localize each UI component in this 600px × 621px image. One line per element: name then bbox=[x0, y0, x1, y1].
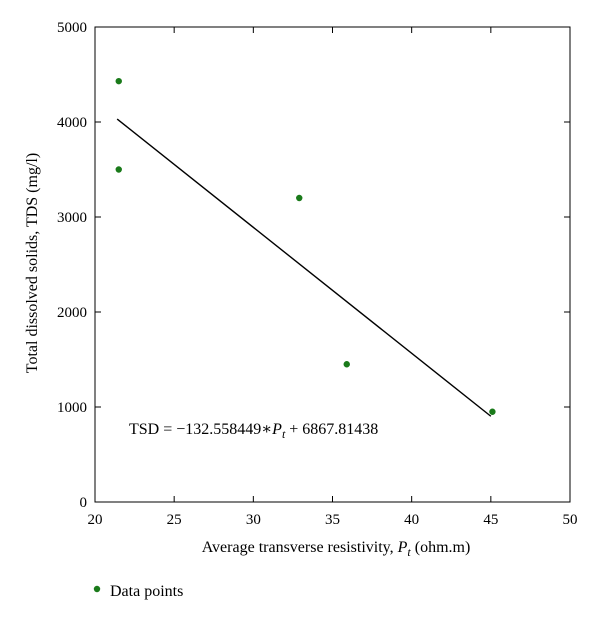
x-tick-label: 45 bbox=[483, 512, 498, 528]
fit-line-group bbox=[116, 118, 492, 417]
y-tick-label: 5000 bbox=[57, 20, 87, 36]
legend: Data points bbox=[93, 583, 183, 600]
y-tick-label: 3000 bbox=[57, 210, 87, 226]
y-tick-label: 4000 bbox=[57, 115, 87, 131]
data-points bbox=[115, 77, 496, 415]
y-tick-label: 0 bbox=[80, 495, 88, 511]
y-tick-label: 2000 bbox=[57, 305, 87, 321]
x-axis-label: Average transverse resistivity, Pt (ohm.… bbox=[202, 539, 471, 559]
y-axis-label: Total dissolved solids, TDS (mg/l) bbox=[24, 153, 41, 373]
legend-label: Data points bbox=[110, 583, 183, 600]
data-point bbox=[296, 194, 303, 202]
x-tick-label: 25 bbox=[167, 512, 182, 528]
x-tick-label: 30 bbox=[246, 512, 261, 528]
data-point bbox=[343, 361, 350, 368]
legend-marker bbox=[93, 585, 101, 593]
x-tick-label: 50 bbox=[563, 512, 578, 528]
data-point bbox=[489, 408, 496, 415]
data-point bbox=[115, 77, 122, 85]
data-point bbox=[115, 166, 122, 173]
axis-ticks: 20 25 30 35 40 45 50 0 1000 2000 3000 4000 5000 bbox=[57, 20, 578, 528]
fit-equation: TSD = −132.558449∗Pt + 6867.81438 bbox=[129, 421, 378, 441]
x-tick-label: 35 bbox=[325, 512, 340, 528]
regression-line bbox=[116, 118, 492, 417]
y-tick-label: 1000 bbox=[57, 400, 87, 416]
x-tick-label: 20 bbox=[88, 512, 103, 528]
x-tick-label: 40 bbox=[404, 512, 419, 528]
